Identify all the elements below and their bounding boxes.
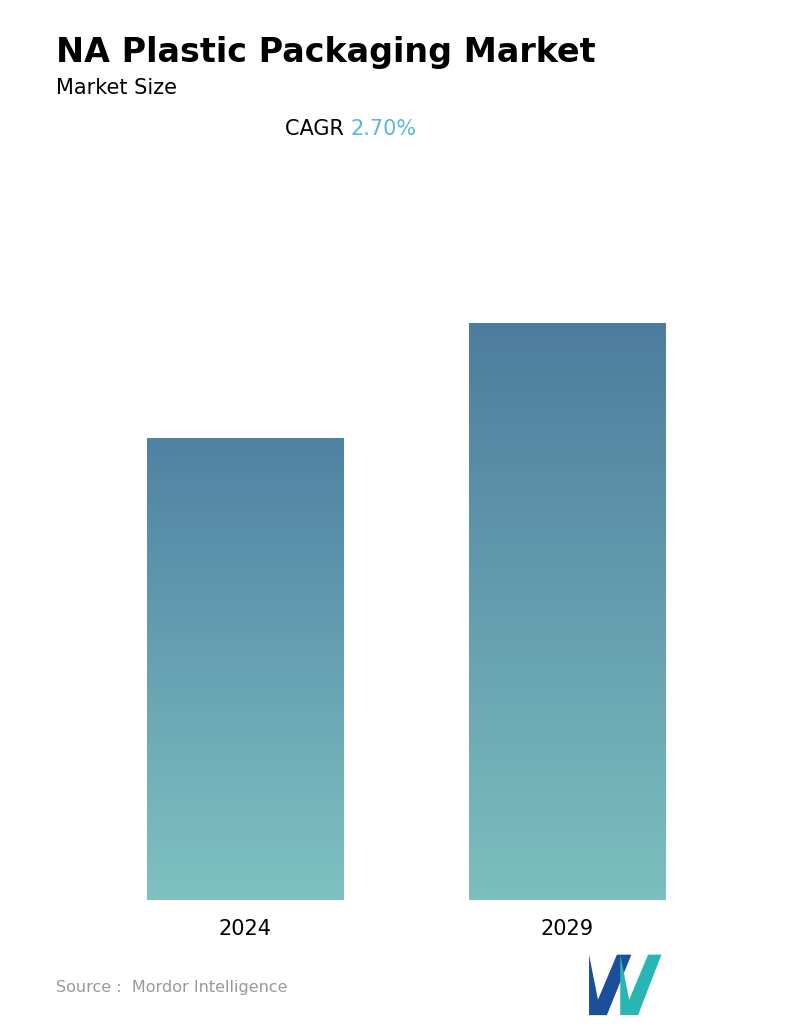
- Text: Market Size: Market Size: [56, 78, 177, 97]
- Text: CAGR: CAGR: [285, 119, 350, 139]
- Text: NA Plastic Packaging Market: NA Plastic Packaging Market: [56, 36, 595, 69]
- Text: Source :  Mordor Intelligence: Source : Mordor Intelligence: [56, 979, 287, 995]
- Polygon shape: [620, 954, 661, 1015]
- Text: 2.70%: 2.70%: [350, 119, 416, 139]
- Polygon shape: [589, 954, 631, 1015]
